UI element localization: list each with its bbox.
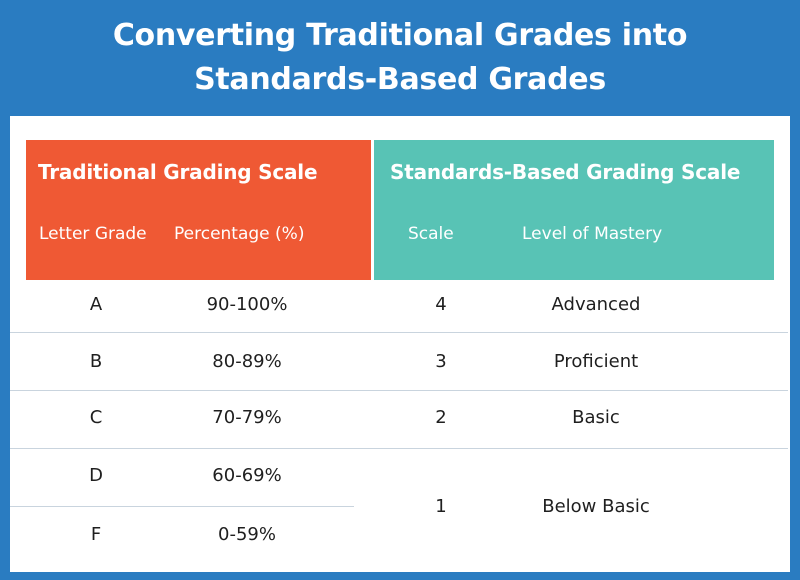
standards-heading: Standards-Based Grading Scale [390, 160, 741, 184]
row-divider [10, 332, 788, 333]
row-divider [10, 390, 788, 391]
mastery-cell: Proficient [553, 351, 639, 372]
row-divider [10, 506, 354, 507]
scale-column-header: Scale [408, 224, 454, 244]
letter-grade-column-header: Letter Grade [39, 224, 147, 244]
percentage-cell: 60-69% [212, 465, 282, 486]
letter-grade-cell: F [90, 524, 102, 545]
letter-grade-cell: C [89, 407, 103, 428]
row-divider [10, 448, 788, 449]
traditional-heading: Traditional Grading Scale [38, 160, 318, 184]
percentage-cell: 80-89% [212, 351, 282, 372]
percentage-cell: 70-79% [212, 407, 282, 428]
scale-cell: 1 [435, 496, 447, 517]
letter-grade-cell: D [89, 465, 103, 486]
mastery-cell: Below Basic [542, 496, 650, 517]
percentage-column-header: Percentage (%) [174, 224, 305, 244]
title-line-1: Converting Traditional Grades into [112, 18, 688, 53]
percentage-cell: 0-59% [218, 524, 276, 545]
mastery-cell: Basic [572, 407, 620, 428]
scale-cell: 3 [435, 351, 447, 372]
mastery-column-header: Level of Mastery [522, 224, 663, 244]
letter-grade-cell: B [89, 351, 103, 372]
traditional-header: Traditional Grading Scale Letter Grade P… [26, 140, 371, 280]
grading-table: Traditional Grading Scale Letter Grade P… [10, 116, 790, 572]
percentage-cell: 90-100% [206, 294, 288, 315]
title-line-2: Standards-Based Grades [194, 62, 606, 97]
mastery-cell: Advanced [551, 294, 641, 315]
letter-grade-cell: A [89, 294, 103, 315]
scale-cell: 4 [435, 294, 447, 315]
page-title: Converting Traditional Grades into Stand… [0, 14, 800, 102]
standards-header: Standards-Based Grading Scale Scale Leve… [374, 140, 774, 280]
scale-cell: 2 [435, 407, 447, 428]
